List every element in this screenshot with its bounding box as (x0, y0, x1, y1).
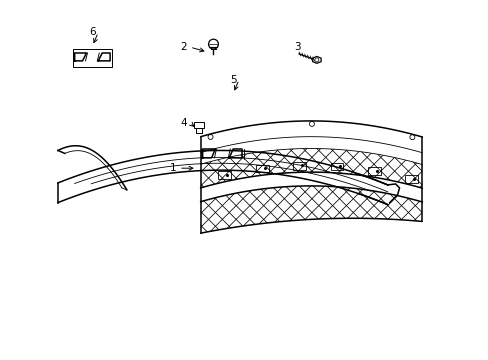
Text: 2: 2 (180, 42, 187, 52)
Polygon shape (200, 186, 421, 233)
Text: 3: 3 (293, 42, 300, 52)
Bar (195, 128, 201, 133)
Text: 1: 1 (169, 163, 176, 173)
Text: 4: 4 (180, 118, 187, 128)
Text: 5: 5 (229, 75, 236, 85)
Polygon shape (200, 148, 421, 188)
FancyBboxPatch shape (330, 163, 343, 170)
FancyBboxPatch shape (367, 167, 380, 175)
FancyBboxPatch shape (293, 162, 305, 170)
Text: 6: 6 (89, 27, 96, 37)
FancyBboxPatch shape (218, 171, 231, 179)
Bar (193, 122, 203, 128)
FancyBboxPatch shape (255, 165, 268, 172)
FancyBboxPatch shape (405, 175, 417, 183)
